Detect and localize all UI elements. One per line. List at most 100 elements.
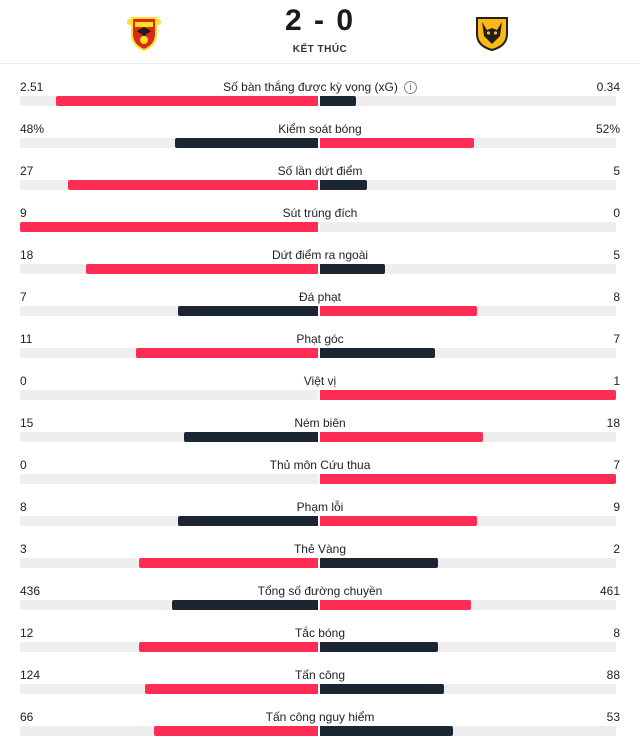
away-bar-fill bbox=[320, 180, 368, 190]
home-bar-fill bbox=[139, 642, 318, 652]
stat-label-container: Dứt điểm ra ngoài bbox=[0, 248, 640, 262]
home-bar-track bbox=[20, 432, 318, 442]
home-stat-value: 9 bbox=[20, 206, 27, 220]
away-bar-fill bbox=[320, 306, 477, 316]
home-stat-value: 436 bbox=[20, 584, 41, 598]
home-stat-value: 8 bbox=[20, 500, 27, 514]
home-stat-value: 12 bbox=[20, 626, 34, 640]
away-bar-fill bbox=[320, 96, 356, 106]
home-bar-fill bbox=[174, 138, 318, 148]
home-bar-fill bbox=[177, 306, 318, 316]
stat-label-container: Thẻ Vàng bbox=[0, 542, 640, 556]
away-bar-track bbox=[320, 180, 616, 190]
home-stat-value: 48% bbox=[20, 122, 45, 136]
home-stat-value: 2.51 bbox=[20, 80, 44, 94]
home-bar-track bbox=[20, 474, 318, 484]
stat-label: Tổng số đường chuyền bbox=[257, 584, 383, 598]
home-bar-fill bbox=[55, 96, 318, 106]
away-bar-track bbox=[320, 600, 616, 610]
away-bar-fill bbox=[320, 264, 386, 274]
away-bar-fill bbox=[320, 138, 474, 148]
stat-label: Số bàn thắng được kỳ vọng (xG) bbox=[223, 80, 398, 94]
stat-label-container: Tổng số đường chuyền bbox=[0, 584, 640, 598]
home-bar-fill bbox=[20, 222, 318, 232]
home-bar-fill bbox=[177, 516, 318, 526]
home-bar-track bbox=[20, 306, 318, 316]
home-bar-track bbox=[20, 180, 318, 190]
home-stat-value: 15 bbox=[20, 416, 34, 430]
stat-label: Tấn công nguy hiểm bbox=[265, 710, 375, 724]
stat-label: Sút trúng đích bbox=[282, 206, 358, 220]
stat-label-container: Việt vị bbox=[0, 374, 640, 388]
away-bar-fill bbox=[320, 684, 445, 694]
home-stat-value: 18 bbox=[20, 248, 34, 262]
stat-label: Việt vị bbox=[303, 374, 337, 388]
away-bar-track bbox=[320, 264, 616, 274]
home-bar-fill bbox=[136, 348, 318, 358]
away-bar-fill bbox=[320, 558, 439, 568]
home-stat-value: 66 bbox=[20, 710, 34, 724]
home-stat-value: 7 bbox=[20, 290, 27, 304]
stat-row: 27 Số lần dứt điểm 5 bbox=[0, 162, 640, 204]
stat-label: Kiểm soát bóng bbox=[278, 122, 362, 136]
away-bar-fill bbox=[320, 348, 436, 358]
stat-row: 11 Phạt góc 7 bbox=[0, 330, 640, 372]
stat-row: 2.51 Số bàn thắng được kỳ vọng (xG) i 0.34 bbox=[0, 78, 640, 120]
stat-label: Dứt điểm ra ngoài bbox=[271, 248, 369, 262]
stat-label: Phạt góc bbox=[296, 332, 344, 346]
away-bar-track bbox=[320, 390, 616, 400]
away-bar-track bbox=[320, 432, 616, 442]
stat-label-container: Ném biên bbox=[0, 416, 640, 430]
stat-label: Tấn công bbox=[294, 668, 346, 682]
away-bar-fill bbox=[320, 432, 483, 442]
home-bar-track bbox=[20, 348, 318, 358]
match-stats-list: 2.51 Số bàn thắng được kỳ vọng (xG) i 0.34 4… bbox=[0, 78, 640, 750]
away-bar-track bbox=[320, 726, 616, 736]
home-bar-fill bbox=[183, 432, 318, 442]
match-score: 2 - 0 bbox=[284, 4, 356, 37]
home-bar-track bbox=[20, 96, 318, 106]
stat-label-container: Số bàn thắng được kỳ vọng (xG) i bbox=[0, 80, 640, 94]
home-bar-track bbox=[20, 390, 318, 400]
stat-label: Phạm lỗi bbox=[296, 500, 344, 514]
home-bar-track bbox=[20, 138, 318, 148]
stat-label: Đá phạt bbox=[298, 290, 342, 304]
home-stat-value: 3 bbox=[20, 542, 27, 556]
away-stat-value: 8 bbox=[613, 290, 620, 304]
stat-row: 0 Việt vị 1 bbox=[0, 372, 640, 414]
stat-row: 0 Thủ môn Cứu thua 7 bbox=[0, 456, 640, 498]
stat-row: 18 Dứt điểm ra ngoài 5 bbox=[0, 246, 640, 288]
home-stat-value: 124 bbox=[20, 668, 41, 682]
stat-label: Tắc bóng bbox=[294, 626, 346, 640]
away-stat-value: 461 bbox=[599, 584, 620, 598]
info-icon[interactable]: i bbox=[403, 81, 417, 94]
away-stat-value: 0.34 bbox=[596, 80, 620, 94]
stat-label: Thẻ Vàng bbox=[293, 542, 347, 556]
stat-label: Ném biên bbox=[294, 416, 346, 430]
away-bar-fill bbox=[320, 642, 439, 652]
away-bar-track bbox=[320, 306, 616, 316]
away-bar-track bbox=[320, 684, 616, 694]
stat-label-container: Tấn công bbox=[0, 668, 640, 682]
home-bar-track bbox=[20, 558, 318, 568]
home-stat-value: 0 bbox=[20, 458, 27, 472]
stat-row: 9 Sút trúng đích 0 bbox=[0, 204, 640, 246]
away-bar-fill bbox=[320, 516, 477, 526]
home-bar-fill bbox=[154, 726, 318, 736]
away-stat-value: 53 bbox=[606, 710, 620, 724]
stat-label-container: Kiểm soát bóng bbox=[0, 122, 640, 136]
away-bar-track bbox=[320, 348, 616, 358]
away-bar-fill bbox=[320, 600, 471, 610]
home-bar-fill bbox=[171, 600, 318, 610]
away-bar-track bbox=[320, 516, 616, 526]
stat-label-container: Số lần dứt điểm bbox=[0, 164, 640, 178]
away-bar-track bbox=[320, 222, 616, 232]
home-bar-track bbox=[20, 642, 318, 652]
home-stat-value: 27 bbox=[20, 164, 34, 178]
stat-label: Số lần dứt điểm bbox=[277, 164, 363, 178]
away-stat-value: 8 bbox=[613, 626, 620, 640]
home-bar-track bbox=[20, 516, 318, 526]
home-bar-track bbox=[20, 600, 318, 610]
wolverhampton-wanderers-crest-icon[interactable] bbox=[472, 12, 512, 52]
manchester-united-crest-icon[interactable] bbox=[124, 12, 164, 52]
